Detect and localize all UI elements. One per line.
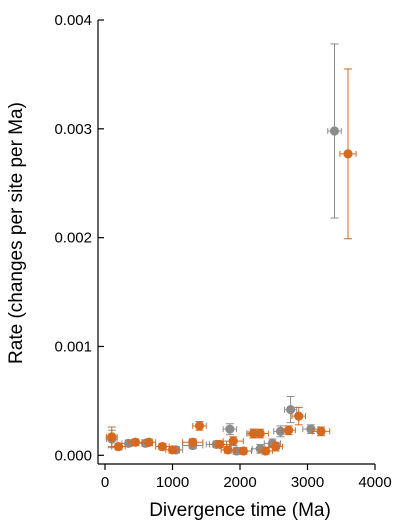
- data-point: [294, 411, 304, 421]
- y-tick-label: 0.004: [54, 12, 92, 29]
- data-point: [157, 441, 167, 452]
- data-point: [130, 437, 140, 447]
- data-point: [238, 446, 248, 456]
- x-tick-label: 1000: [156, 474, 189, 491]
- axes-frame: [97, 20, 375, 465]
- data-point: [225, 424, 235, 434]
- data-point: [316, 426, 326, 436]
- y-tick-label: 0.002: [54, 230, 92, 247]
- data-point: [306, 424, 316, 434]
- data-point: [144, 437, 154, 447]
- series-0: [105, 43, 342, 456]
- data-point: [284, 425, 294, 435]
- y-axis-title: Rate (changes per site per Ma): [6, 102, 27, 364]
- data-point: [167, 445, 178, 455]
- data-point: [107, 432, 117, 442]
- data-point: [188, 437, 198, 447]
- data-points: [105, 43, 357, 456]
- x-tick-label: 4000: [358, 474, 391, 491]
- data-point: [194, 421, 205, 431]
- x-ticks: 0 1000 2000 3000 4000: [101, 464, 392, 491]
- data-point: [215, 439, 225, 450]
- data-point: [223, 445, 233, 455]
- series-1: [105, 68, 357, 456]
- y-tick-label: 0.001: [54, 338, 92, 355]
- x-tick-label: 0: [101, 474, 109, 491]
- y-tick-label: 0.000: [54, 447, 92, 464]
- data-point: [343, 149, 353, 159]
- x-tick-label: 2000: [223, 474, 256, 491]
- y-ticks: 0.000 0.001 0.002 0.003 0.004: [54, 12, 104, 464]
- data-point: [113, 441, 124, 452]
- data-point: [329, 126, 340, 136]
- y-tick-label: 0.003: [54, 121, 92, 138]
- data-point: [286, 404, 296, 415]
- data-point: [271, 441, 281, 452]
- data-point: [248, 428, 259, 439]
- x-tick-label: 3000: [291, 474, 324, 491]
- x-axis-title: Divergence time (Ma): [149, 500, 331, 521]
- data-point: [228, 436, 238, 446]
- data-point: [261, 446, 271, 456]
- data-point: [275, 426, 286, 436]
- data-point: [255, 428, 265, 439]
